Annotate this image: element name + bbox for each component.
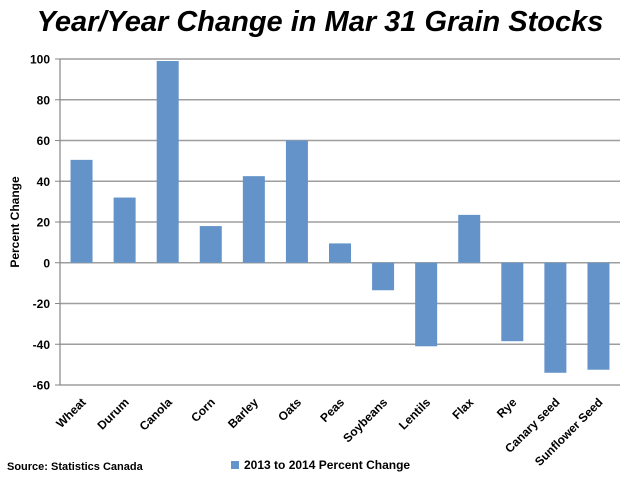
y-tick-label: 100	[30, 53, 50, 67]
x-tick-label: Flax	[449, 395, 476, 422]
bar	[372, 262, 395, 291]
x-tick-label: Canola	[137, 395, 175, 433]
y-tick-label: -20	[33, 297, 51, 311]
y-tick-label: -40	[33, 338, 51, 352]
chart-title: Year/Year Change in Mar 31 Grain Stocks	[36, 6, 604, 38]
legend-swatch	[231, 461, 239, 469]
y-tick-label: 40	[37, 175, 51, 189]
x-tick-label: Soybeans	[340, 395, 390, 445]
bar	[329, 243, 351, 263]
x-tick-label: Rye	[494, 395, 520, 421]
bar	[70, 159, 93, 263]
x-tick-label: Oats	[275, 395, 304, 424]
x-tick-label: Durum	[94, 395, 131, 432]
x-tick-label: Corn	[188, 395, 218, 425]
source-note: Source: Statistics Canada	[7, 461, 143, 473]
y-axis-label: Percent Change	[8, 176, 22, 268]
x-tick-label: Barley	[225, 395, 261, 431]
y-tick-label: 80	[37, 93, 51, 107]
bar	[156, 61, 179, 263]
y-tick-label: 20	[37, 216, 51, 230]
bar	[501, 262, 524, 342]
x-tick-label: Lentils	[396, 395, 433, 432]
y-tick-label: -60	[33, 379, 51, 393]
bar	[285, 140, 308, 263]
legend: 2013 to 2014 Percent Change	[231, 458, 410, 472]
bar	[544, 262, 567, 373]
bar	[458, 214, 481, 263]
bar	[242, 176, 265, 263]
bar	[587, 262, 610, 370]
y-tick-label: 0	[43, 256, 50, 270]
bar	[199, 226, 222, 263]
bar	[415, 262, 438, 347]
x-tick-label: Wheat	[53, 395, 88, 430]
x-tick-label: Peas	[317, 395, 347, 425]
legend-label: 2013 to 2014 Percent Change	[244, 458, 411, 472]
bar	[113, 197, 136, 263]
y-tick-label: 60	[37, 134, 51, 148]
